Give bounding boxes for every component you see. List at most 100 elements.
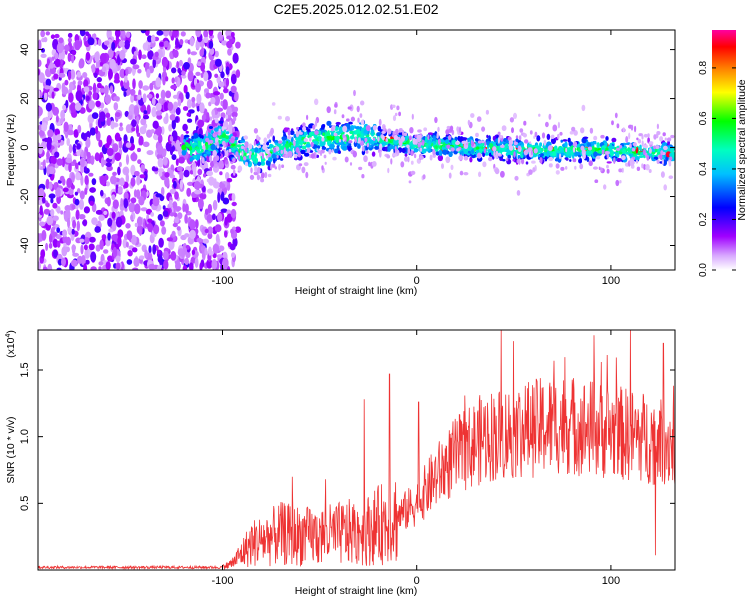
signal-blob <box>428 132 433 135</box>
noise-blob <box>64 205 71 212</box>
halo-blob <box>518 158 521 165</box>
signal-blob <box>550 137 557 145</box>
halo-blob <box>506 157 509 162</box>
halo-blob <box>565 166 568 170</box>
signal-blob <box>225 131 230 135</box>
halo-blob <box>379 143 383 151</box>
halo-blob <box>383 125 386 131</box>
signal-blob <box>189 140 193 145</box>
halo-blob <box>660 171 665 178</box>
halo-blob <box>297 151 302 158</box>
noise-blob <box>220 71 225 79</box>
noise-blob <box>71 54 75 64</box>
signal-blob <box>224 138 230 143</box>
halo-blob <box>422 141 425 146</box>
halo-blob <box>519 128 524 133</box>
halo-blob <box>422 174 426 180</box>
signal-blob <box>609 150 614 157</box>
signal-blob <box>376 132 381 137</box>
signal-blob <box>451 139 457 146</box>
noise-blob <box>143 110 148 115</box>
y-tick-label: -40 <box>19 238 31 254</box>
halo-blob <box>283 149 286 153</box>
halo-blob <box>656 159 660 164</box>
noise-blob <box>137 94 142 100</box>
noise-blob <box>211 109 216 120</box>
noise-blob <box>67 52 72 63</box>
halo-blob <box>295 147 300 154</box>
halo-blob <box>423 127 428 132</box>
halo-blob <box>574 165 577 170</box>
signal-blob <box>306 128 311 132</box>
snr-multiplier: (x104) <box>5 330 17 358</box>
halo-blob <box>541 132 546 139</box>
signal-blob <box>293 133 297 139</box>
noise-blob <box>206 214 213 224</box>
halo-blob <box>267 173 272 178</box>
signal-blob <box>205 143 209 150</box>
noise-blob <box>148 263 155 270</box>
halo-blob <box>548 113 552 120</box>
signal-blob <box>202 138 206 144</box>
noise-blob <box>116 55 121 66</box>
halo-blob <box>218 128 221 133</box>
noise-blob <box>213 91 221 96</box>
noise-blob <box>48 181 53 190</box>
noise-blob <box>50 198 54 204</box>
noise-blob <box>70 102 77 113</box>
signal-blob <box>194 155 198 159</box>
noise-blob <box>113 96 120 101</box>
signal-blob <box>605 136 609 141</box>
noise-blob <box>187 181 194 186</box>
signal-blob <box>251 154 256 161</box>
signal-blob <box>640 148 643 152</box>
noise-blob <box>217 212 223 222</box>
halo-blob <box>481 140 485 144</box>
halo-blob <box>533 148 538 154</box>
noise-blob <box>68 162 72 173</box>
signal-blob <box>554 147 558 152</box>
noise-blob <box>132 78 136 90</box>
noise-blob <box>71 244 76 252</box>
noise-blob <box>136 189 141 200</box>
noise-blob <box>73 129 79 138</box>
halo-blob <box>666 137 672 142</box>
signal-blob <box>667 140 670 146</box>
noise-blob <box>163 40 169 48</box>
halo-blob <box>347 106 352 110</box>
noise-blob <box>105 112 111 119</box>
halo-blob <box>395 128 399 136</box>
halo-blob <box>508 145 514 151</box>
halo-blob <box>547 145 553 152</box>
halo-blob <box>446 144 451 149</box>
halo-blob <box>278 140 283 144</box>
signal-blob <box>317 145 321 149</box>
halo-blob <box>509 117 514 123</box>
halo-blob <box>513 151 516 158</box>
noise-blob <box>54 33 60 39</box>
noise-blob <box>200 72 204 78</box>
noise-blob <box>89 187 96 193</box>
noise-blob <box>110 120 115 130</box>
signal-blob <box>405 135 409 140</box>
halo-blob <box>358 166 363 171</box>
halo-blob <box>305 171 309 179</box>
noise-blob <box>62 187 69 193</box>
noise-blob <box>214 58 222 67</box>
noise-blob <box>95 244 101 252</box>
halo-blob <box>364 137 368 143</box>
noise-blob <box>213 95 220 106</box>
signal-blob <box>336 145 340 149</box>
halo-blob <box>214 117 219 124</box>
noise-blob <box>140 30 147 34</box>
noise-blob <box>111 220 117 232</box>
noise-blob <box>132 267 139 270</box>
halo-blob <box>274 166 277 170</box>
noise-blob <box>138 49 142 61</box>
noise-blob <box>226 213 233 223</box>
halo-blob <box>478 171 482 178</box>
halo-blob <box>394 112 398 117</box>
halo-blob <box>377 136 380 142</box>
noise-blob <box>50 208 55 217</box>
noise-blob <box>179 179 183 190</box>
